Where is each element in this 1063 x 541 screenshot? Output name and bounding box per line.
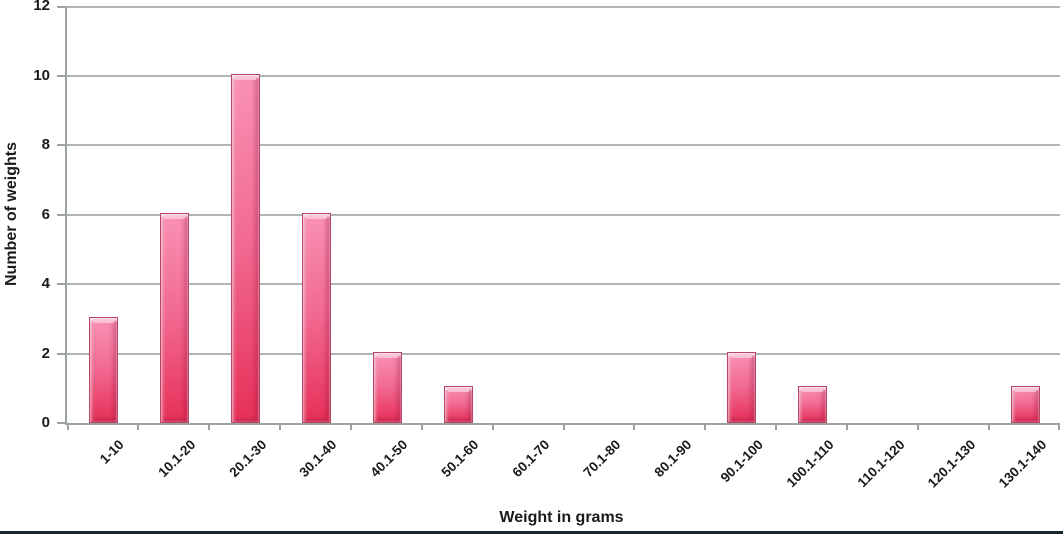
gridline-y-4 xyxy=(67,283,1060,285)
bar-50.1-60 xyxy=(443,386,473,423)
x-tick-label: 100.1-110 xyxy=(783,437,837,491)
x-tick-mark xyxy=(917,423,920,430)
y-tick-mark xyxy=(57,422,65,424)
y-tick-label: 0 xyxy=(41,414,50,431)
y-axis-tick-labels: 0 2 4 6 8 10 12 xyxy=(0,0,53,431)
y-tick-mark xyxy=(57,74,65,77)
x-tick-mark xyxy=(420,423,423,430)
bar-20.1-30 xyxy=(230,73,260,423)
x-tick-mark xyxy=(562,423,565,430)
x-tick-label: 10.1-20 xyxy=(155,437,199,480)
bar-100.1-110 xyxy=(798,386,828,423)
y-tick-label: 4 xyxy=(41,275,50,292)
x-tick-label: 30.1-40 xyxy=(296,437,340,480)
y-tick-label: 6 xyxy=(41,205,50,223)
y-tick-mark xyxy=(57,6,65,8)
x-tick-label: 1-10 xyxy=(97,437,128,467)
gridline-y-2 xyxy=(67,352,1060,355)
gridline-y-8 xyxy=(67,144,1060,146)
x-tick-label: 80.1-90 xyxy=(651,437,695,480)
x-tick-mark xyxy=(775,423,778,430)
bar-130.1-140 xyxy=(1011,386,1041,423)
y-tick-label: 8 xyxy=(41,136,50,153)
y-tick-mark xyxy=(57,352,65,355)
x-tick-label: 60.1-70 xyxy=(509,437,553,480)
x-tick-label: 50.1-60 xyxy=(438,437,482,480)
bar-40.1-50 xyxy=(372,351,402,423)
x-tick-mark xyxy=(136,423,139,430)
bar-1-10 xyxy=(88,316,118,423)
y-tick-mark xyxy=(57,144,65,146)
gridline-y-12 xyxy=(67,6,1060,8)
y-tick-mark xyxy=(57,283,65,285)
x-tick-mark xyxy=(349,423,352,430)
x-tick-label: 130.1-140 xyxy=(995,437,1050,491)
x-tick-label: 70.1-80 xyxy=(580,437,624,480)
y-tick-mark xyxy=(57,213,65,216)
plot-area xyxy=(57,6,1060,430)
x-tick-label: 110.1-120 xyxy=(854,437,908,491)
bottom-border-rule xyxy=(0,531,1063,534)
y-tick-label: 12 xyxy=(33,0,50,14)
x-axis-title: Weight in grams xyxy=(499,509,624,526)
y-tick-label: 10 xyxy=(33,66,50,84)
x-tick-mark xyxy=(491,423,494,430)
x-tick-mark xyxy=(988,423,991,430)
x-tick-mark xyxy=(704,423,707,430)
y-tick-label: 2 xyxy=(41,344,50,362)
x-tick-label: 90.1-100 xyxy=(717,437,766,486)
bar-90.1-100 xyxy=(727,351,757,423)
x-tick-label: 40.1-50 xyxy=(367,437,411,480)
x-axis-tick-labels: 1-10 10.1-20 20.1-30 30.1-40 40.1-50 50.1-60 6… xyxy=(65,425,1058,505)
x-tick-mark xyxy=(207,423,210,430)
bar-30.1-40 xyxy=(301,212,331,423)
x-tick-mark xyxy=(67,423,69,430)
gridline-y-10 xyxy=(67,74,1060,77)
x-tick-label: 120.1-130 xyxy=(924,437,979,491)
x-tick-label: 20.1-30 xyxy=(225,437,269,480)
x-tick-mark xyxy=(846,423,849,430)
bar-10.1-20 xyxy=(159,212,189,423)
gridline-y-6 xyxy=(67,213,1060,216)
x-tick-mark xyxy=(278,423,281,430)
x-tick-mark xyxy=(1058,423,1060,430)
x-tick-mark xyxy=(633,423,636,430)
